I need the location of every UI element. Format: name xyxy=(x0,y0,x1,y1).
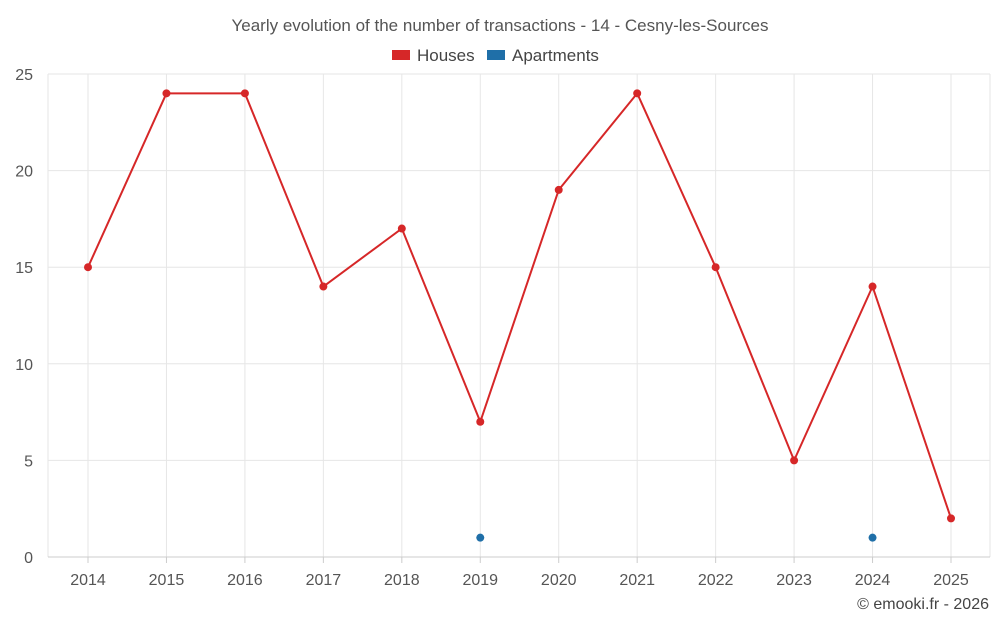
y-tick-label: 10 xyxy=(15,357,33,374)
data-point-houses[interactable] xyxy=(84,263,92,272)
x-tick-label: 2021 xyxy=(619,572,655,589)
data-point-houses[interactable] xyxy=(397,224,406,233)
x-tick-label: 2014 xyxy=(70,572,106,589)
series-houses xyxy=(84,89,955,523)
data-point-houses[interactable] xyxy=(476,417,485,426)
data-point-houses[interactable] xyxy=(633,89,642,98)
x-tick-label: 2025 xyxy=(933,572,969,589)
x-tick-label: 2016 xyxy=(227,572,263,589)
legend-swatch-apartments xyxy=(487,50,505,60)
x-tick-label: 2018 xyxy=(384,572,420,589)
data-point-houses[interactable] xyxy=(319,282,328,291)
data-point-apartments[interactable] xyxy=(476,533,485,542)
legend: Houses Apartments xyxy=(392,46,599,65)
y-tick-label: 15 xyxy=(15,260,33,277)
data-point-houses[interactable] xyxy=(947,514,955,523)
credit-text: © emooki.fr - 2026 xyxy=(857,596,989,613)
y-tick-label: 0 xyxy=(24,550,33,567)
data-point-apartments[interactable] xyxy=(868,533,877,542)
data-point-houses[interactable] xyxy=(554,185,563,194)
data-point-houses[interactable] xyxy=(711,263,720,272)
x-tick-label: 2019 xyxy=(462,572,498,589)
x-tick-label: 2020 xyxy=(541,572,577,589)
x-tick-label: 2022 xyxy=(698,572,734,589)
gridlines xyxy=(47,73,991,557)
data-point-houses[interactable] xyxy=(868,282,877,291)
legend-label-apartments[interactable]: Apartments xyxy=(512,46,599,65)
data-point-houses[interactable] xyxy=(162,89,171,98)
series-line-houses xyxy=(87,92,952,519)
x-tick-label: 2017 xyxy=(306,572,342,589)
chart-title: Yearly evolution of the number of transa… xyxy=(231,16,768,35)
series-apartments xyxy=(476,533,877,542)
y-tick-label: 25 xyxy=(15,67,33,84)
legend-swatch-houses xyxy=(392,50,410,60)
series xyxy=(84,89,955,542)
data-point-houses[interactable] xyxy=(240,89,249,98)
data-point-houses[interactable] xyxy=(790,456,799,465)
y-tick-label: 20 xyxy=(15,164,33,181)
x-tick-label: 2023 xyxy=(776,572,812,589)
x-tick-label: 2015 xyxy=(149,572,185,589)
y-tick-label: 5 xyxy=(24,453,33,470)
x-tick-label: 2024 xyxy=(855,572,891,589)
legend-label-houses[interactable]: Houses xyxy=(417,46,475,65)
